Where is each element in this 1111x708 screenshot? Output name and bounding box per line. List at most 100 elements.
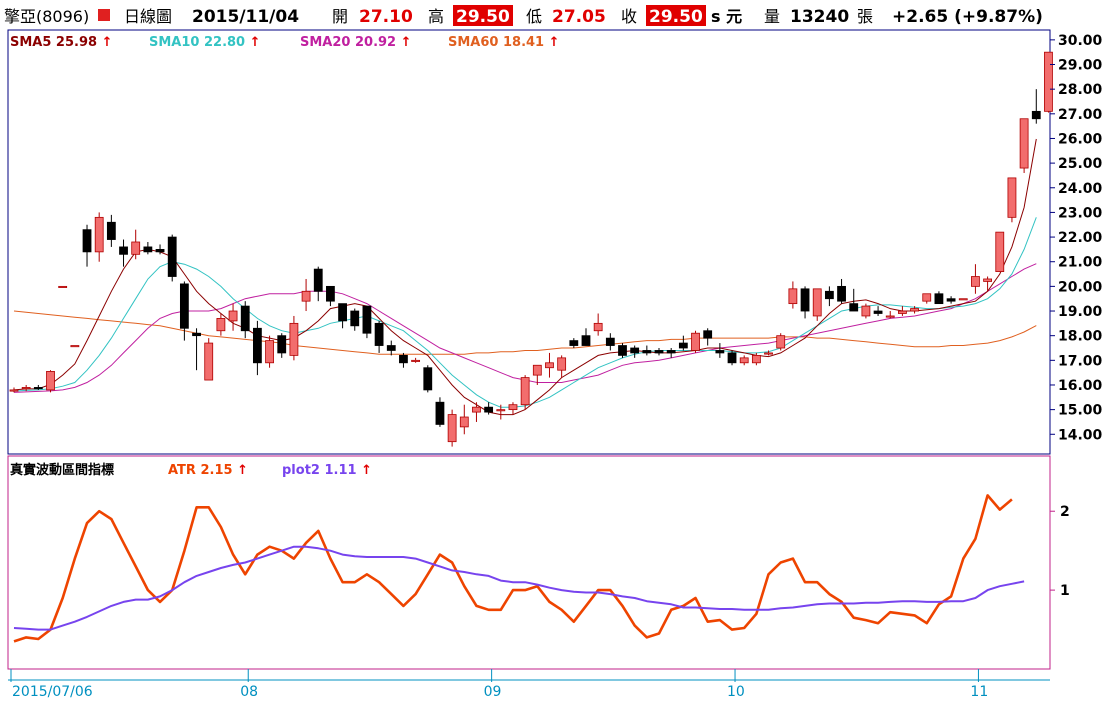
candle bbox=[837, 278, 846, 304]
candle bbox=[179, 281, 189, 341]
candle-body-down bbox=[350, 310, 360, 327]
candle-body-up bbox=[764, 352, 773, 355]
candle-body-up bbox=[472, 406, 481, 413]
price-tick-label: 15.00 bbox=[1058, 403, 1103, 419]
candle-body-up bbox=[131, 241, 141, 255]
candle-body-down bbox=[605, 337, 615, 346]
price-tick-label: 17.00 bbox=[1058, 353, 1103, 369]
candle-body-down bbox=[313, 268, 323, 292]
candle bbox=[800, 286, 810, 319]
candle-body-down bbox=[155, 248, 165, 253]
candle-body-down bbox=[824, 290, 834, 300]
candle-body-up bbox=[1007, 177, 1017, 218]
close-label: 收 bbox=[621, 7, 637, 26]
price-tick-label: 28.00 bbox=[1058, 82, 1103, 98]
candle-body-down bbox=[362, 305, 372, 334]
candle bbox=[618, 343, 627, 358]
candle bbox=[520, 375, 530, 410]
candle-body-down bbox=[642, 350, 652, 354]
chart-kind: 日線圖 bbox=[124, 7, 172, 26]
stock-flag-icon bbox=[98, 9, 110, 21]
candle bbox=[423, 365, 433, 393]
candle-body-up bbox=[751, 354, 761, 364]
date-axis: 2015/07/06 08 09 10 11 bbox=[10, 669, 988, 700]
candle-body-down bbox=[1031, 110, 1041, 120]
candle bbox=[228, 303, 238, 331]
candle-body-up bbox=[1044, 51, 1053, 112]
candle-body-down bbox=[143, 246, 153, 253]
candle bbox=[216, 313, 226, 336]
candle-body-up bbox=[861, 305, 871, 317]
price-change: +2.65 (+9.87%) bbox=[892, 7, 1043, 27]
atr-tick-label: 1 bbox=[1060, 583, 1070, 599]
high-value: 29.50 bbox=[456, 7, 510, 27]
volume-label: 量 bbox=[764, 7, 780, 26]
candle bbox=[654, 348, 664, 356]
candle bbox=[435, 397, 445, 427]
price-tick-label: 27.00 bbox=[1058, 107, 1103, 123]
candle bbox=[569, 338, 579, 348]
candle bbox=[240, 301, 250, 339]
candle-body-down bbox=[326, 285, 335, 302]
candle bbox=[459, 404, 469, 435]
candle-body-down bbox=[240, 305, 250, 332]
candle-body-down bbox=[666, 350, 676, 354]
atr-lines bbox=[13, 494, 1025, 643]
candle-body-down bbox=[192, 332, 201, 337]
candle-body-down bbox=[569, 340, 579, 346]
candle-body-up bbox=[496, 409, 506, 412]
candle bbox=[910, 306, 919, 314]
candle-body-up bbox=[58, 285, 68, 288]
up-arrow-icon: ↑ bbox=[250, 35, 261, 50]
volume-value: 13240 bbox=[790, 7, 849, 27]
candle bbox=[1044, 51, 1053, 113]
candle bbox=[301, 278, 311, 312]
candle bbox=[447, 409, 457, 447]
candle-body-up bbox=[21, 387, 31, 390]
candle bbox=[788, 281, 798, 309]
candle bbox=[155, 244, 165, 255]
candle bbox=[265, 335, 274, 368]
candle-body-down bbox=[873, 310, 883, 314]
price-tick-label: 22.00 bbox=[1058, 230, 1103, 246]
candle-body-down bbox=[715, 350, 725, 354]
price-tick-label: 30.00 bbox=[1058, 33, 1103, 49]
candle bbox=[21, 384, 31, 392]
candle-body-down bbox=[630, 347, 640, 354]
candle-body-down bbox=[618, 345, 627, 356]
candle bbox=[58, 285, 68, 288]
candle bbox=[557, 355, 567, 378]
candle bbox=[946, 296, 956, 304]
candle bbox=[82, 224, 92, 267]
candle-body-up bbox=[1019, 118, 1029, 169]
candle bbox=[204, 338, 214, 381]
candle-body-down bbox=[252, 327, 262, 364]
candle bbox=[995, 231, 1005, 272]
candle-body-down bbox=[338, 303, 347, 322]
candle bbox=[593, 313, 603, 336]
candle-body-down bbox=[277, 335, 287, 354]
candle bbox=[119, 239, 128, 267]
candle bbox=[642, 345, 652, 356]
candle-body-down bbox=[484, 406, 494, 413]
candle-body-up bbox=[228, 310, 238, 322]
price-tick-label: 14.00 bbox=[1058, 427, 1103, 443]
candle-body-up bbox=[776, 335, 786, 349]
moving-average-legend: SMA5 25.98 ↑ SMA10 22.80 ↑ SMA20 20.92 ↑ SM… bbox=[10, 35, 560, 50]
candle bbox=[374, 320, 384, 353]
candle-body-up bbox=[301, 290, 311, 302]
candle-body-down bbox=[654, 350, 664, 354]
volume-unit: 張 bbox=[857, 7, 873, 26]
candle-body-up bbox=[812, 288, 822, 317]
candle bbox=[484, 402, 494, 415]
candle-body-up bbox=[459, 416, 469, 428]
candle bbox=[106, 214, 116, 247]
candle bbox=[1031, 89, 1041, 124]
candle bbox=[776, 333, 786, 351]
candle-body-up bbox=[289, 322, 299, 356]
candle-body-up bbox=[216, 318, 226, 332]
candle bbox=[971, 264, 980, 294]
candle-body-down bbox=[374, 322, 384, 346]
candle-body-up bbox=[204, 342, 214, 381]
